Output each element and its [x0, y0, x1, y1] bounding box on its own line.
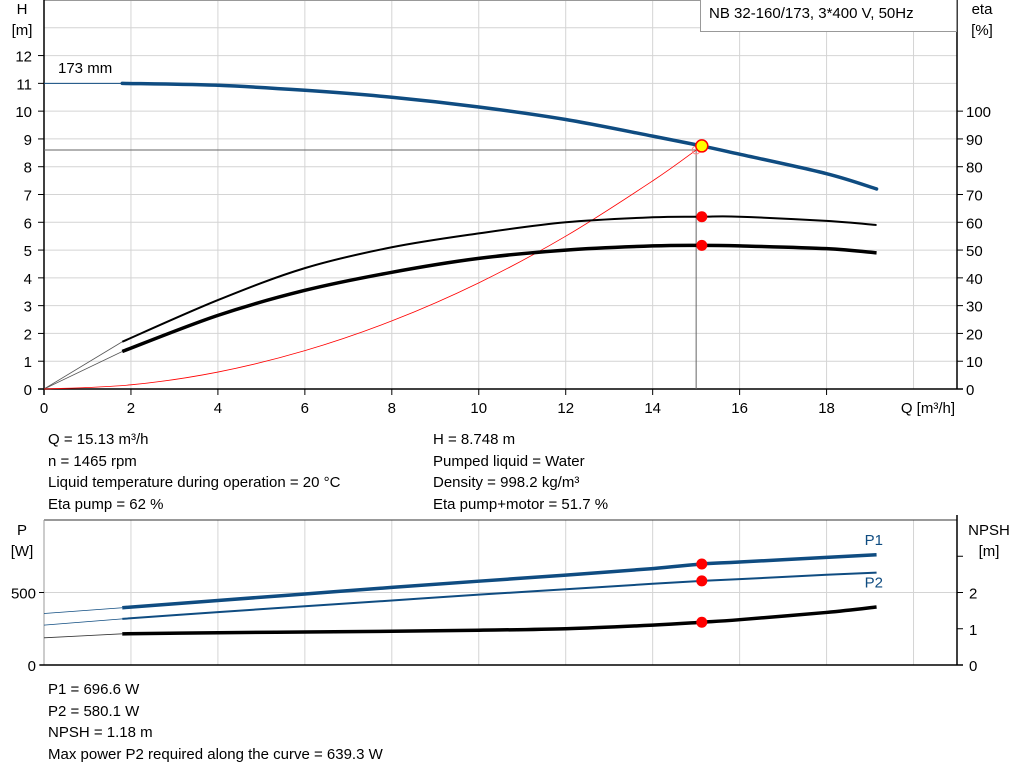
y2-axis-label: NPSH	[968, 522, 1010, 539]
info-eta-total: Eta pump+motor = 51.7 %	[433, 495, 609, 513]
info-right: H = 8.748 m Pumped liquid = Water Densit…	[433, 429, 608, 515]
eta-pump-operating-point	[696, 211, 708, 223]
x-tick-label: 2	[127, 400, 135, 417]
y2-axis-label: eta	[972, 1, 994, 18]
y-tick-label: 12	[15, 49, 32, 66]
info-liquid: Pumped liquid = Water	[433, 452, 585, 470]
y2-tick-label: 10	[966, 354, 983, 371]
info-eta-pump: Eta pump = 62 %	[48, 495, 164, 513]
x-tick-label: 16	[731, 400, 748, 417]
info-p2: P2 = 580.1 W	[48, 702, 140, 720]
p1-curve	[122, 553, 877, 610]
y-tick-label: 7	[24, 188, 32, 205]
power-npsh-chart: 0 500 0 1 2 P [W] NPSH [m] P1 P2	[11, 515, 1010, 675]
y-tick-label: 0	[28, 658, 36, 675]
info-density: Density = 998.2 kg/m³	[433, 474, 580, 491]
y-tick-label: 4	[24, 271, 32, 288]
eta-pump-curve	[121, 215, 877, 343]
y-tick-label: 11	[16, 76, 32, 93]
p1-operating-point	[696, 558, 708, 570]
x-tick-label: 4	[214, 400, 222, 417]
y-tick-label: 6	[24, 215, 32, 232]
y-axis-unit: [W]	[11, 543, 34, 560]
info-temp: Liquid temperature during operation = 20…	[48, 474, 341, 491]
h-curve	[120, 81, 879, 191]
x-tick-label: 12	[557, 400, 574, 417]
p2-label: P2	[865, 575, 883, 592]
npsh-operating-point	[696, 616, 708, 628]
y-tick-label: 0	[24, 382, 32, 399]
npsh-extension	[43, 633, 123, 639]
info-n: n = 1465 rpm	[48, 452, 137, 470]
y2-tick-label: 90	[966, 132, 983, 149]
x-tick-label: 18	[818, 400, 835, 417]
y-axis-label: H	[17, 1, 28, 18]
info-bottom: P1 = 696.6 W P2 = 580.1 W NPSH = 1.18 m …	[48, 679, 383, 765]
p2-extension	[43, 618, 123, 626]
system-curve	[43, 149, 697, 390]
y-tick-label: 8	[24, 160, 32, 177]
y2-tick-label: 50	[966, 243, 983, 260]
info-h: H = 8.748 m	[433, 431, 516, 448]
y2-tick-label: 80	[966, 160, 983, 177]
info-npsh: NPSH = 1.18 m	[48, 724, 153, 741]
x-tick-label: 6	[301, 400, 309, 417]
y2-tick-label: 20	[966, 326, 983, 343]
pump-title-box: NB 32-160/173, 3*400 V, 50Hz	[700, 0, 957, 32]
y-axis-label: P	[17, 522, 27, 539]
npsh-curve	[122, 605, 877, 636]
x-tick-label: 0	[40, 400, 48, 417]
y2-axis-unit: [m]	[979, 543, 1000, 560]
y2-tick-label: 0	[966, 382, 974, 399]
y2-axis-unit: [%]	[971, 22, 993, 39]
y-tick-label: 5	[24, 243, 32, 260]
p2-operating-point	[696, 575, 708, 587]
eta-total-extension	[43, 351, 123, 390]
y2-tick-label: 1	[969, 622, 977, 639]
y-tick-label: 10	[15, 104, 32, 121]
y-tick-label: 1	[24, 354, 32, 371]
p2-curve	[122, 571, 877, 620]
eta-total-curve	[121, 243, 877, 354]
p1-label: P1	[865, 532, 883, 549]
y-axis-unit: [m]	[12, 22, 33, 39]
y2-tick-label: 30	[966, 299, 983, 316]
x-tick-label: 8	[388, 400, 396, 417]
y2-tick-label: 70	[966, 188, 983, 205]
y-tick-label: 9	[24, 132, 32, 149]
h-operating-point	[695, 139, 709, 153]
info-q: Q = 15.13 m³/h	[48, 431, 149, 448]
y2-tick-label: 60	[966, 215, 983, 232]
y2-tick-label: 40	[966, 271, 983, 288]
impeller-diameter-label: 173 mm	[58, 60, 112, 77]
pump-title: NB 32-160/173, 3*400 V, 50Hz	[709, 5, 914, 22]
y2-tick-label: 100	[966, 104, 991, 121]
x-tick-label: 14	[644, 400, 661, 417]
info-p1: P1 = 696.6 W	[48, 681, 140, 698]
x-axis-label: Q [m³/h]	[901, 400, 955, 417]
y-tick-label: 3	[24, 299, 32, 316]
info-left: Q = 15.13 m³/h n = 1465 rpm Liquid tempe…	[48, 429, 340, 515]
y2-tick-label: 2	[969, 586, 977, 603]
y-tick-label: 500	[11, 586, 36, 603]
p1-extension	[43, 607, 123, 614]
x-tick-label: 10	[470, 400, 487, 417]
eta-total-operating-point	[696, 239, 708, 251]
y2-tick-label: 0	[969, 658, 977, 675]
eta-pump-extension	[43, 341, 123, 390]
y-tick-label: 2	[24, 326, 32, 343]
info-max-p2: Max power P2 required along the curve = …	[48, 745, 383, 763]
